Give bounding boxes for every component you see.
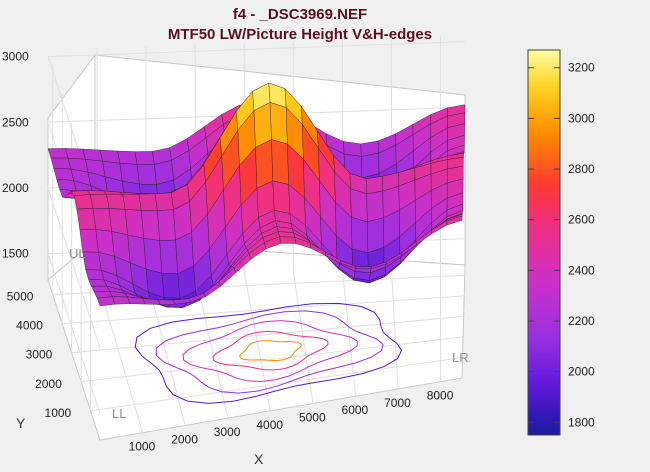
- surface-cell: [255, 139, 274, 189]
- axes: 1000 2000 3000 4000 5000 6000 7000 8000 1000 2000…: [2, 50, 454, 454]
- colorbar-tick-label: 3000: [568, 111, 595, 125]
- colorbar-tick-label: 2600: [568, 213, 595, 227]
- surface-cell: [89, 193, 110, 209]
- surface-cell: [76, 207, 97, 231]
- surface-mesh: [47, 82, 466, 308]
- surface-cell: [96, 296, 116, 307]
- x-tick-label: 2000: [171, 432, 198, 446]
- surface-cell: [446, 215, 463, 226]
- surface-cell: [159, 239, 179, 274]
- colorbar-tick-label: 2000: [568, 365, 595, 379]
- chart-title: f4 - _DSC3969.NEF: [232, 6, 368, 23]
- surface-cell: [351, 217, 369, 254]
- colorbar-tick-label: 3200: [568, 61, 595, 75]
- surface-cell: [355, 266, 372, 269]
- y-axis-label: Y: [16, 415, 26, 431]
- contour-line: [134, 302, 403, 404]
- surface-cell: [136, 164, 157, 185]
- surface-cell: [65, 148, 86, 160]
- surface-cell: [143, 238, 163, 274]
- surface-cell: [73, 194, 94, 210]
- surface-cell: [53, 168, 75, 181]
- contour-line: [155, 310, 384, 394]
- contour-line: [239, 340, 302, 361]
- z-tick-label: 1500: [2, 247, 29, 261]
- surface-cell: [85, 269, 105, 281]
- colorbar-tick-label: 2200: [568, 314, 595, 328]
- surface-cell: [350, 188, 368, 223]
- x-tick-label: 3000: [214, 425, 241, 439]
- surface-cell: [50, 157, 72, 170]
- surface-cell: [122, 193, 142, 211]
- y-tick-label: 2000: [35, 377, 62, 391]
- x-tick-label: 4000: [256, 418, 283, 432]
- contour-line: [212, 330, 329, 371]
- surface-cell: [157, 299, 176, 305]
- colorbar: [527, 49, 561, 436]
- corner-label-lr: LR: [452, 350, 469, 365]
- floor-grid-y: [62, 295, 465, 325]
- x-tick-label: 5000: [299, 411, 326, 425]
- floor-grid-y: [71, 315, 464, 354]
- floor-grid-y: [90, 356, 463, 412]
- surface-cell: [161, 273, 181, 299]
- surface-cell: [92, 207, 112, 232]
- corner-label-ll: LL: [112, 406, 126, 421]
- surface-cell: [157, 209, 176, 241]
- z-tick-label: 3000: [2, 50, 29, 64]
- x-tick-label: 7000: [384, 396, 411, 410]
- x-axis-label: X: [254, 451, 264, 467]
- surface-cell: [138, 193, 158, 211]
- surface-cell: [272, 180, 291, 214]
- contour-line: [182, 320, 358, 383]
- surface-cell: [47, 148, 69, 159]
- chart-subtitle: MTF50 LW/Picture Height V&H-edges: [167, 26, 433, 43]
- y-tick-label: 1000: [45, 406, 72, 420]
- surface-cell: [111, 296, 131, 305]
- x-tick-label: 8000: [427, 389, 454, 403]
- surface-cell: [367, 217, 385, 254]
- surface-cell: [141, 210, 160, 241]
- z-tick-label: 2000: [2, 181, 29, 195]
- y-tick-label: 5000: [7, 290, 34, 304]
- surface-cell: [134, 151, 155, 165]
- surface-cell: [106, 193, 126, 210]
- colorbar-ticks: 1800 2000 2200 2400 2600 2800 3000 3200: [528, 61, 595, 429]
- surface-cell: [269, 102, 288, 145]
- corner-label-ul: UL: [69, 246, 86, 261]
- surface-cell: [117, 150, 138, 165]
- floor-grid-x: [292, 271, 314, 404]
- surface-cell: [366, 190, 384, 223]
- colorbar-tick-label: 1800: [568, 415, 595, 429]
- y-tick-label: 4000: [16, 319, 43, 333]
- floor-grid-x: [390, 267, 399, 389]
- surface-cell: [271, 139, 289, 185]
- z-tick-label: 2500: [2, 115, 29, 129]
- x-tick-label: 6000: [342, 403, 369, 417]
- colorbar-tick-label: 2800: [568, 162, 595, 176]
- colorbar-tick-label: 2400: [568, 263, 595, 277]
- surface-cell: [279, 236, 297, 244]
- surface-cell: [108, 208, 128, 236]
- surface-cell: [154, 192, 174, 211]
- surface-cell: [124, 209, 144, 239]
- x-tick-label: 1000: [129, 440, 156, 454]
- floor-grid-y: [81, 336, 464, 383]
- y-tick-label: 3000: [26, 348, 53, 362]
- contour-lines: [134, 302, 403, 404]
